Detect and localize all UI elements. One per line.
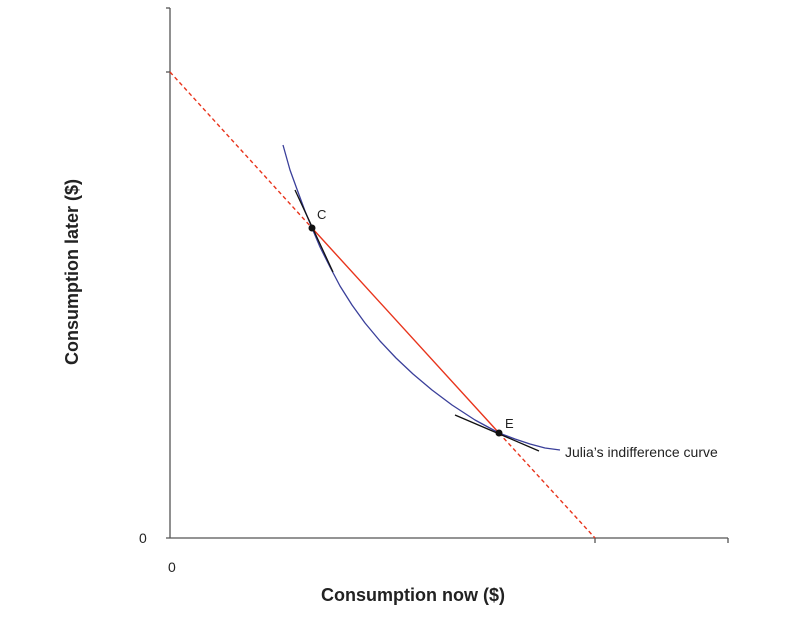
point-e — [495, 429, 503, 437]
budget-line-solid — [311, 227, 500, 434]
curve-label: Julia’s indifference curve — [565, 444, 718, 460]
tangent-at-c — [294, 189, 334, 273]
point-c-label: C — [317, 207, 326, 222]
point-c — [308, 224, 316, 232]
x-axis-label: Consumption now ($) — [321, 585, 505, 605]
y-origin-label: 0 — [139, 530, 147, 546]
x-origin-label: 0 — [168, 559, 176, 575]
y-axis-label: Consumption later ($) — [62, 179, 82, 365]
indifference-curve — [282, 144, 561, 451]
point-e-label: E — [505, 416, 514, 431]
budget-line-dashed-upper — [169, 71, 313, 229]
budget-line-dashed-lower — [498, 432, 596, 539]
